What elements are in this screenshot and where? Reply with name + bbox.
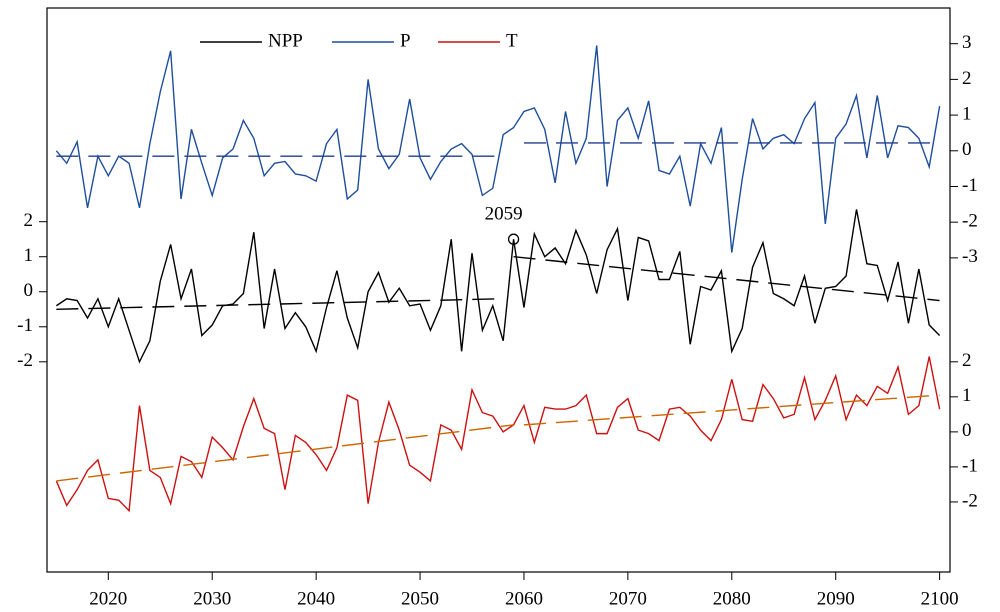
annotation-label: 2059 (485, 204, 523, 225)
x-tick-label: 2070 (609, 588, 647, 609)
y-tick-label: -1 (17, 315, 33, 336)
y-tick-label: 3 (962, 32, 972, 53)
data-line (55, 356, 941, 513)
legend-label: NPP (268, 30, 303, 51)
y-tick-label: -1 (962, 455, 978, 476)
y-tick-label: 1 (962, 385, 972, 406)
trend-line (56, 424, 514, 482)
y-tick-label: 1 (24, 245, 34, 266)
plot-frame (46, 7, 951, 573)
y-tick-label: 1 (962, 103, 972, 124)
annotation-marker (507, 233, 520, 245)
trend-line (56, 298, 504, 310)
trend-line (523, 394, 940, 426)
legend-label: T (506, 30, 518, 51)
y-tick-label: -2 (17, 350, 33, 371)
x-tick-label: 2020 (89, 588, 127, 609)
y-tick-label: -3 (962, 246, 978, 267)
legend-label: P (400, 30, 411, 51)
y-tick-label: 0 (24, 280, 34, 301)
data-line (55, 209, 941, 364)
trend-line (513, 256, 940, 302)
y-tick-label: -1 (962, 175, 978, 196)
y-tick-label: -2 (962, 211, 978, 232)
x-tick-label: 2030 (193, 588, 231, 609)
y-tick-label: 2 (962, 350, 972, 371)
x-tick-label: 2090 (817, 588, 855, 609)
y-tick-label: -2 (962, 490, 978, 511)
x-tick-label: 2060 (505, 588, 543, 609)
y-tick-label: 2 (962, 68, 972, 89)
x-tick-label: 2040 (297, 588, 335, 609)
y-tick-label: 0 (962, 420, 972, 441)
data-line (55, 45, 941, 253)
y-tick-label: 2 (24, 210, 34, 231)
y-tick-label: 0 (962, 139, 972, 160)
x-tick-label: 2100 (921, 588, 959, 609)
x-tick-label: 2050 (401, 588, 439, 609)
x-tick-label: 2080 (713, 588, 751, 609)
